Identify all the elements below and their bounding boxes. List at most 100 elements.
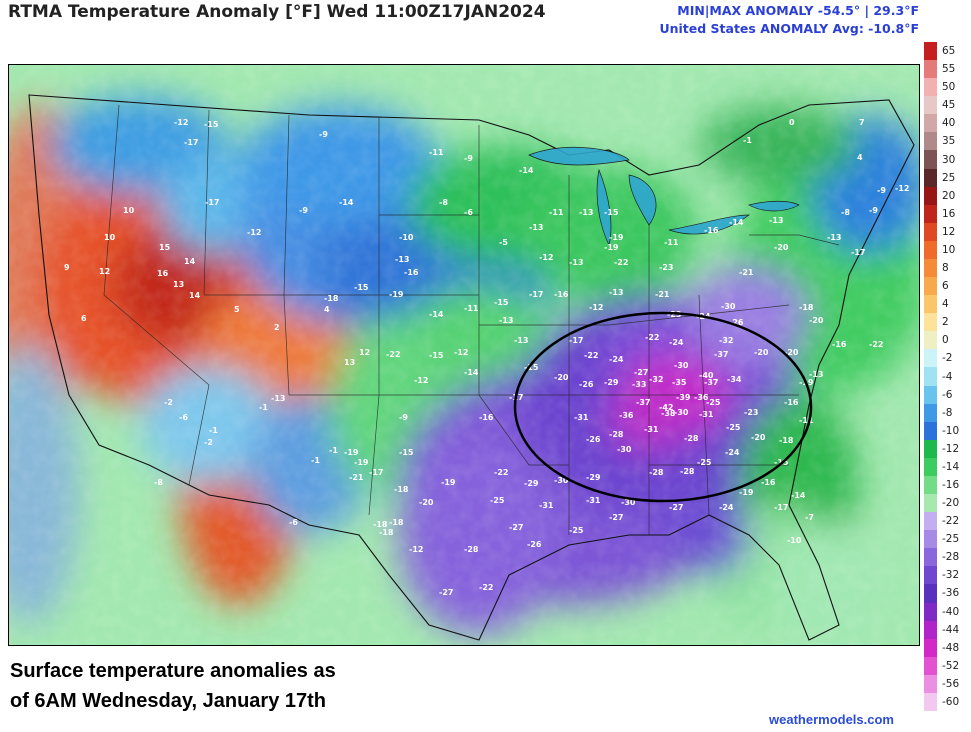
anomaly-value-label: -23 [659,263,673,272]
anomaly-value-label: -1 [743,136,752,145]
anomaly-value-label: -19 [739,488,754,497]
anomaly-value-label: -20 [784,348,799,357]
colorbar-segment [924,638,937,658]
colorbar-tick-label: -14 [942,460,960,473]
colorbar-segment [924,656,937,676]
anomaly-value-label: -17 [205,198,219,207]
colorbar-tick-label: 55 [942,63,956,76]
great-lakes [528,147,800,247]
anomaly-value-label: -1 [259,403,268,412]
colorbar-tick-label: -20 [942,497,960,510]
credit-link[interactable]: weathermodels.com [769,712,894,727]
anomaly-value-label: -30 [621,498,636,507]
anomaly-map[interactable]: 15 14 16 13 14 10 10 12 9 6 13 12 4 2 5 -12 -15 -17 -9 -11-… [8,64,920,646]
anomaly-value-label: -20 [554,373,569,382]
anomaly-value-label: -10 [399,233,414,242]
anomaly-value-label: -24 [719,503,734,512]
anomaly-value-label: 6 [81,314,87,323]
anomaly-value-label: -28 [609,430,624,439]
anomaly-value-label: -13 [499,316,513,325]
anomaly-value-label: 10 [104,233,116,242]
anomaly-value-label: 12 [359,348,370,357]
colorbar-tick-label: -12 [942,442,960,455]
anomaly-value-label: -19 [344,448,359,457]
anomaly-value-label: -16 [704,226,719,235]
anomaly-value-label: 9 [64,263,70,272]
anomaly-value-label: -14 [729,218,744,227]
colorbar-segment [924,385,937,405]
anomaly-value-label: -31 [644,425,659,434]
anomaly-value-label: -9 [877,186,886,195]
anomaly-value-label: -9 [299,206,308,215]
colorbar-tick-label: -48 [942,641,960,654]
colorbar-tick-label: -28 [942,551,960,564]
anomaly-value-label: -29 [604,378,619,387]
anomaly-value-label: -30 [554,476,569,485]
colorbar-tick-label: 8 [942,262,949,274]
anomaly-value-label: -13 [769,216,783,225]
anomaly-value-label: -37 [704,378,718,387]
anomaly-value-label: -8 [841,208,850,217]
anomaly-value-label: -12 [895,184,909,193]
colorbar-tick-label: -25 [942,533,960,546]
anomaly-value-label: -22 [479,583,493,592]
anomaly-value-label: -18 [389,518,404,527]
anomaly-value-label: -20 [419,498,434,507]
anomaly-value-label: -15 [429,351,444,360]
anomaly-value-label: -20 [754,348,769,357]
colorbar-tick-label: 0 [942,334,949,347]
anomaly-value-label: -11 [799,416,814,425]
anomaly-value-label: -42 [659,403,673,412]
colorbar-segment [924,403,937,423]
colorbar-tick-label: -44 [942,623,960,636]
anomaly-value-label: -39 [676,393,691,402]
anomaly-value-label: -14 [519,166,534,175]
anomaly-value-label: -36 [694,393,709,402]
colorbar-segment [924,313,937,332]
anomaly-value-label: -13 [579,208,593,217]
colorbar-segment [924,277,937,296]
anomaly-value-label: -16 [404,268,419,277]
anomaly-value-label: -22 [869,340,883,349]
anomaly-value-label: -26 [586,435,601,444]
anomaly-value-label: -31 [699,410,714,419]
anomaly-value-label: -17 [529,290,543,299]
colorbar-segment [924,186,937,206]
anomaly-value-label: -13 [827,233,841,242]
anomaly-value-label: -32 [649,375,663,384]
anomaly-value-label: -13 [395,255,409,264]
colorbar-segment [924,78,937,97]
anomaly-value-label: -17 [851,248,865,257]
anomaly-value-label: -9 [399,413,408,422]
anomaly-value-label: -20 [809,316,824,325]
colorbar-segment [924,168,937,188]
anomaly-value-label: -30 [674,361,689,370]
us-outline [28,94,915,641]
anomaly-value-label: -30 [617,445,632,454]
anomaly-value-label: -15 [524,363,539,372]
colorbar-segment [924,240,937,260]
caption: Surface temperature anomalies as of 6AM … [10,656,336,716]
anomaly-value-label: 14 [184,257,196,266]
anomaly-value-label: -6 [289,518,298,527]
colorbar-tick-label: 35 [942,135,956,148]
anomaly-value-label: -12 [454,348,468,357]
anomaly-value-label: -34 [727,375,742,384]
colorbar-segment [924,475,937,495]
anomaly-value-label: -16 [761,478,776,487]
colorbar-segment [924,258,937,278]
anomaly-value-label: -24 [609,355,624,364]
colorbar-segment [924,602,937,622]
colorbar-segment [924,96,937,115]
anomaly-value-label: -17 [369,468,383,477]
anomaly-value-label: -28 [680,467,695,476]
colorbar-tick-label: -8 [942,406,953,419]
anomaly-value-label: -22 [584,351,598,360]
anomaly-value-label: 16 [157,269,169,278]
anomaly-value-label: -21 [349,473,364,482]
colorbar-segment [924,457,937,477]
anomaly-value-label: -28 [464,545,479,554]
anomaly-value-label: -21 [739,268,754,277]
colorbar-segment [924,42,937,61]
